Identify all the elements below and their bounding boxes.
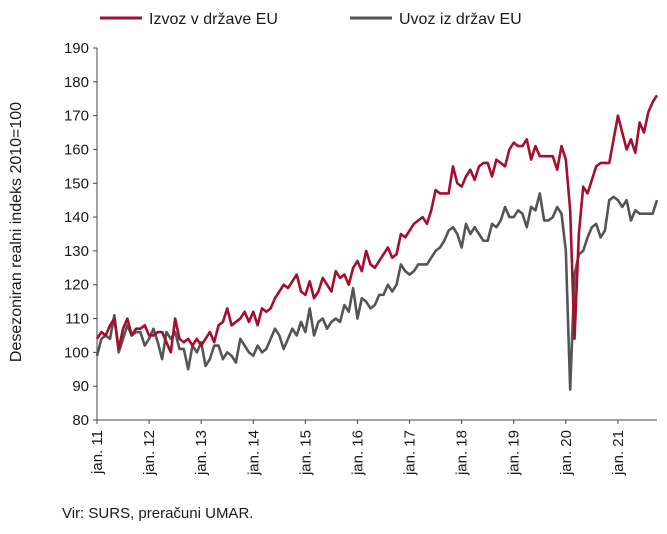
y-tick-label: 120 xyxy=(64,277,89,294)
series-line-import xyxy=(95,192,659,391)
x-tick-label: jan. 20 xyxy=(558,430,575,476)
y-tick-label: 90 xyxy=(72,378,89,395)
y-tick-label: 140 xyxy=(64,209,89,226)
x-ticks: jan. 11 jan. 12 jan. 13 jan. 14 jan. 15 jan. … xyxy=(89,420,627,476)
y-tick-label: 130 xyxy=(64,243,89,260)
x-tick-label: jan. 19 xyxy=(506,430,523,476)
x-tick-label: jan. 16 xyxy=(349,430,366,476)
y-tick-label: 180 xyxy=(64,74,89,91)
y-tick-label: 190 xyxy=(64,40,89,57)
legend: Izvoz v države EU Uvoz iz držav EU xyxy=(100,11,522,28)
x-tick-label: jan. 13 xyxy=(193,430,210,476)
series-line-export xyxy=(95,94,659,354)
x-tick-label: jan. 21 xyxy=(610,430,627,476)
y-tick-label: 160 xyxy=(64,141,89,158)
y-tick-label: 110 xyxy=(65,311,89,328)
x-tick-label: jan. 14 xyxy=(245,430,262,476)
x-tick-label: jan. 12 xyxy=(141,430,158,476)
y-ticks: 80 90 100 110 120 130 140 150 160 170 180 190 xyxy=(64,40,97,429)
x-tick-label: jan. 11 xyxy=(89,430,106,475)
legend-label-import: Uvoz iz držav EU xyxy=(399,11,522,28)
legend-label-export: Izvoz v države EU xyxy=(149,11,278,28)
x-tick-label: jan. 18 xyxy=(454,430,471,476)
y-tick-label: 150 xyxy=(64,175,89,192)
series-lines xyxy=(95,94,659,391)
y-tick-label: 80 xyxy=(72,412,89,429)
y-tick-label: 170 xyxy=(64,108,89,125)
x-tick-label: jan. 15 xyxy=(297,430,314,476)
y-tick-label: 100 xyxy=(64,344,89,361)
x-tick-label: jan. 17 xyxy=(402,430,419,476)
source-note: Vir: SURS, preračuni UMAR. xyxy=(62,505,254,522)
y-axis-label: Desezoniran realni indeks 2010=100 xyxy=(8,102,25,362)
